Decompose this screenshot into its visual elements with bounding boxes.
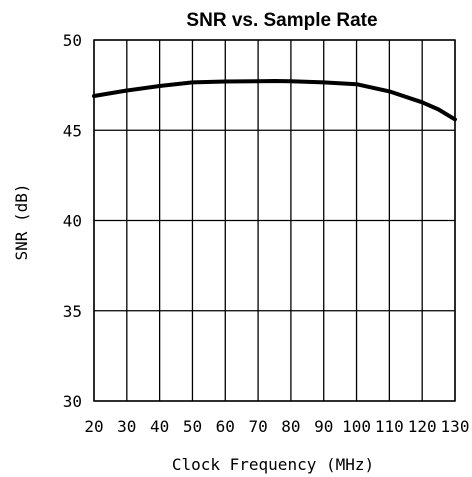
x-tick-label: 90 [314,417,333,436]
x-tick-label: 40 [150,417,169,436]
plot-frame [93,39,456,402]
y-tick-label: 45 [63,121,82,140]
x-tick-label: 60 [216,417,235,436]
x-axis-label: Clock Frequency (MHz) [172,455,374,474]
x-tick-labels: 20 30 40 50 60 70 80 90 100 110 120 130 [84,417,469,436]
x-tick-label: 80 [281,417,300,436]
x-tick-label: 120 [408,417,437,436]
x-tick-label: 50 [183,417,202,436]
y-tick-label: 30 [63,392,82,411]
chart-title: SNR vs. Sample Rate [186,10,377,31]
x-tick-label: 110 [375,417,404,436]
y-tick-label: 35 [63,302,82,321]
x-tick-label: 70 [248,417,267,436]
y-tick-labels: 30 35 40 45 50 [63,31,82,411]
x-tick-label: 100 [342,417,371,436]
snr-series-line [92,79,457,122]
x-tick-label: 20 [84,417,103,436]
y-axis-label: SNR (dB) [12,183,31,260]
y-tick-label: 50 [63,31,82,50]
x-tick-label: 30 [117,417,136,436]
x-tick-label: 130 [441,417,470,436]
y-tick-label: 40 [63,212,82,231]
